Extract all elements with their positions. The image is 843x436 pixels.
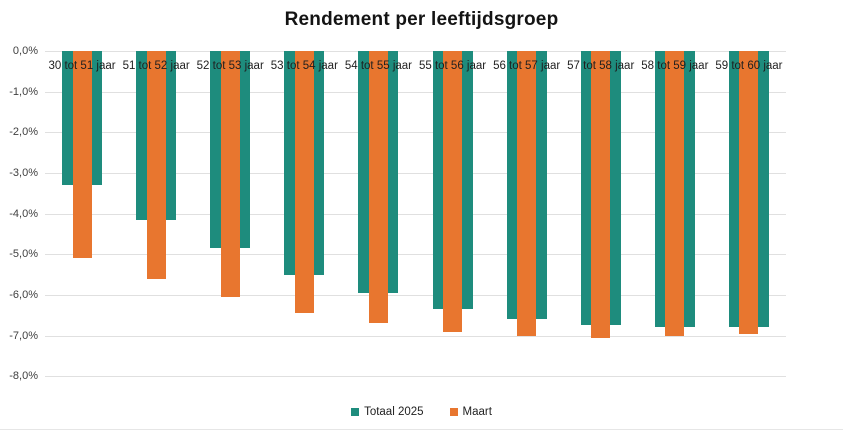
y-axis-tick-label: -6,0%: [9, 288, 38, 301]
gridline: [45, 51, 786, 52]
bar-maart: [517, 51, 537, 336]
x-axis-category-label: 59 tot 60 jaar: [715, 60, 783, 72]
y-axis-tick-label: -3,0%: [9, 166, 38, 179]
bar-maart: [146, 51, 166, 279]
legend: Totaal 2025 Maart: [0, 406, 843, 418]
gridline: [45, 91, 786, 93]
legend-swatch: [449, 408, 458, 416]
gridline: [45, 254, 786, 256]
bar-maart: [443, 51, 463, 332]
legend-label: Totaal 2025: [364, 406, 424, 418]
x-axis-category-label: 55 tot 56 jaar: [418, 60, 487, 72]
x-axis-category-label: 52 tot 53 jaar: [196, 60, 264, 72]
x-axis-category-label: 54 tot 55 jaar: [344, 60, 412, 72]
chart-title: Rendement per leeftijdsgroep: [284, 9, 559, 30]
y-axis-tick-label: -2,0%: [9, 126, 38, 139]
legend-swatch: [351, 408, 360, 416]
x-axis-category-label: 57 tot 58 jaar: [567, 60, 635, 72]
legend-label: Maart: [462, 406, 492, 418]
x-axis-category-label: 58 tot 59 jaar: [641, 60, 709, 72]
y-axis-tick-label: -8,0%: [9, 370, 38, 383]
bar-maart: [220, 51, 240, 297]
bar-maart: [368, 51, 388, 324]
x-axis-category-label: 53 tot 54 jaar: [270, 60, 338, 72]
bar-maart: [739, 51, 759, 334]
x-axis-category-label: 30 tot 51 jaar: [48, 60, 116, 72]
gridline: [45, 335, 786, 337]
chart-bottom-edge: [0, 429, 843, 430]
gridline: [45, 376, 786, 378]
bar-maart: [294, 51, 314, 314]
gridline: [45, 294, 786, 296]
y-axis-tick-label: -7,0%: [9, 329, 38, 342]
y-axis-tick-label: -1,0%: [9, 85, 38, 98]
gridline: [45, 172, 786, 174]
legend-item: Totaal 2025: [351, 406, 424, 418]
x-axis-category-label: 56 tot 57 jaar: [493, 60, 561, 72]
y-axis-tick-label: -5,0%: [9, 248, 38, 261]
legend-item: Maart: [449, 406, 492, 418]
gridline: [45, 132, 786, 134]
bar-maart: [72, 51, 92, 259]
gridline: [45, 213, 786, 215]
y-axis-tick-label: 0,0%: [12, 45, 38, 57]
bar-maart: [665, 51, 685, 336]
x-axis-category-label: 51 tot 52 jaar: [122, 60, 190, 72]
y-axis-tick-label: -4,0%: [9, 207, 38, 220]
bar-maart: [591, 51, 611, 338]
